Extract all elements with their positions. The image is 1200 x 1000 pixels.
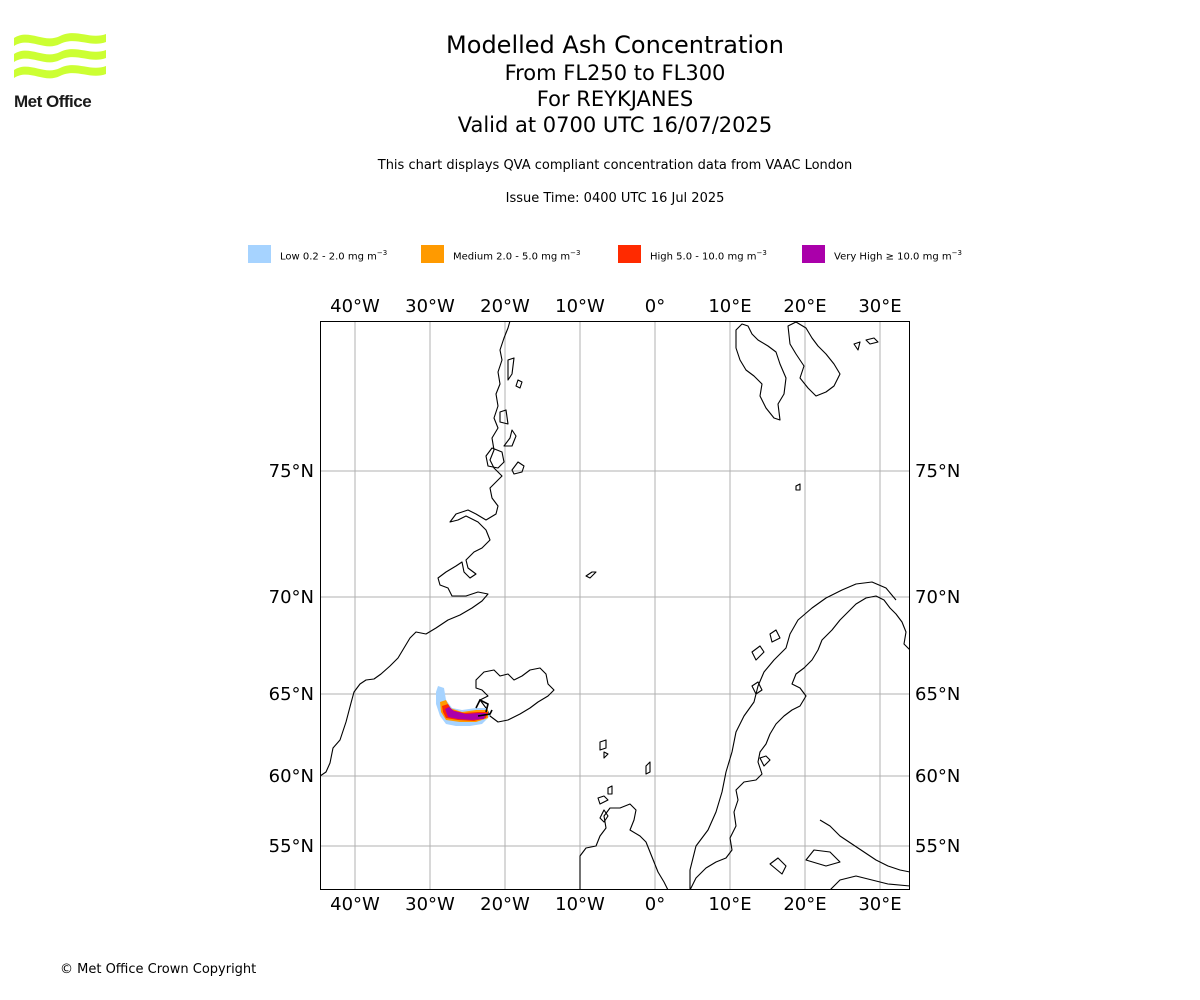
legend-swatch-medium bbox=[421, 245, 444, 263]
ash-very-high-region bbox=[445, 707, 486, 720]
ash-plume bbox=[436, 686, 493, 726]
lat-label: 65°N bbox=[915, 684, 960, 705]
lon-label: 10°W bbox=[555, 894, 605, 915]
lat-label: 75°N bbox=[269, 461, 314, 482]
map-frame bbox=[320, 321, 910, 890]
latitude-labels-right: 75°N 70°N 65°N 60°N 55°N bbox=[915, 461, 960, 857]
lon-label: 10°W bbox=[555, 296, 605, 317]
met-office-logo: Met Office bbox=[14, 30, 106, 112]
longitude-labels-bottom: 40°W 30°W 20°W 10°W 0° 10°E 20°E 30°E bbox=[330, 894, 901, 915]
legend-label-very-high: Very High ≥ 10.0 mg m bbox=[834, 251, 952, 263]
lon-label: 30°E bbox=[858, 296, 901, 317]
legend-label-high: High 5.0 - 10.0 mg m bbox=[650, 251, 757, 263]
map-gridlines bbox=[320, 321, 910, 890]
lon-label: 40°W bbox=[330, 296, 380, 317]
lon-label: 20°E bbox=[783, 894, 826, 915]
lat-label: 60°N bbox=[915, 766, 960, 787]
volcano-name: For REYKJANES bbox=[536, 87, 694, 111]
met-office-waves-icon bbox=[14, 33, 106, 79]
lat-label: 60°N bbox=[269, 766, 314, 787]
lon-label: 10°E bbox=[708, 296, 751, 317]
lon-label: 0° bbox=[645, 894, 665, 915]
legend-swatch-very-high bbox=[802, 245, 825, 263]
flight-levels: From FL250 to FL300 bbox=[504, 61, 726, 85]
uk-coast bbox=[579, 803, 669, 890]
lat-label: 55°N bbox=[915, 836, 960, 857]
lon-label: 30°E bbox=[858, 894, 901, 915]
lon-label: 20°E bbox=[783, 296, 826, 317]
legend-label-medium: Medium 2.0 - 5.0 mg m bbox=[453, 251, 571, 263]
greenland-coast bbox=[320, 321, 511, 777]
lon-label: 10°E bbox=[708, 894, 751, 915]
lon-label: 20°W bbox=[480, 894, 530, 915]
lon-label: 0° bbox=[645, 296, 665, 317]
lon-label: 30°W bbox=[405, 296, 455, 317]
lat-label: 55°N bbox=[269, 836, 314, 857]
svalbard-coast bbox=[735, 323, 787, 421]
valid-time: Valid at 0700 UTC 16/07/2025 bbox=[457, 113, 773, 137]
legend-swatch-low bbox=[248, 245, 271, 263]
chart-description: This chart displays QVA compliant concen… bbox=[377, 158, 853, 173]
latitude-labels-left: 75°N 70°N 65°N 60°N 55°N bbox=[269, 461, 314, 857]
lat-label: 75°N bbox=[915, 461, 960, 482]
lon-label: 30°W bbox=[405, 894, 455, 915]
coastlines bbox=[320, 321, 910, 890]
copyright-notice: © Met Office Crown Copyright bbox=[60, 962, 257, 977]
chart-title-block: Modelled Ash Concentration From FL250 to… bbox=[0, 30, 1200, 138]
issue-time: Issue Time: 0400 UTC 16 Jul 2025 bbox=[505, 191, 725, 206]
chart-title: Modelled Ash Concentration bbox=[446, 31, 784, 59]
lat-label: 70°N bbox=[269, 587, 314, 608]
legend-label-low: Low 0.2 - 2.0 mg m bbox=[280, 251, 377, 263]
logo-text: Met Office bbox=[14, 92, 92, 111]
longitude-labels-top: 40°W 30°W 20°W 10°W 0° 10°E 20°E 30°E bbox=[330, 296, 901, 317]
lon-label: 20°W bbox=[480, 296, 530, 317]
scandinavia-coast bbox=[689, 595, 910, 890]
lat-label: 65°N bbox=[269, 684, 314, 705]
lon-label: 40°W bbox=[330, 894, 380, 915]
legend-swatch-high bbox=[618, 245, 641, 263]
lat-label: 70°N bbox=[915, 587, 960, 608]
